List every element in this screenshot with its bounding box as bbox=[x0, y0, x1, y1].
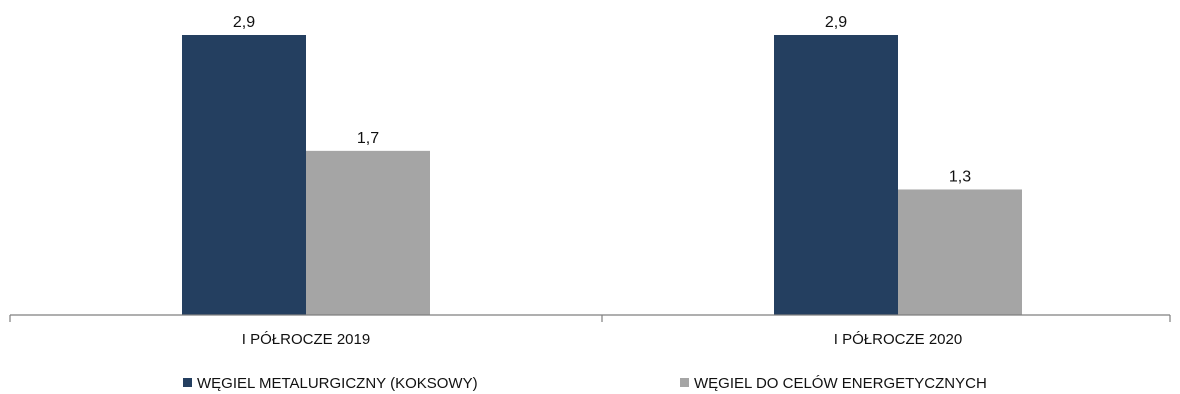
value-labels-layer: 2,9 2,9 1,7 1,3 bbox=[233, 14, 971, 185]
data-label-s1-c0: 1,7 bbox=[357, 130, 379, 147]
legend-swatch-0 bbox=[183, 378, 192, 387]
bar-s1-c1 bbox=[898, 189, 1022, 315]
x-tick-labels: I PÓŁROCZE 2019 I PÓŁROCZE 2020 bbox=[242, 331, 962, 348]
data-label-s1-c1: 1,3 bbox=[949, 168, 971, 185]
bar-s0-c1 bbox=[774, 35, 898, 315]
x-tick-label-1: I PÓŁROCZE 2020 bbox=[834, 331, 962, 348]
bars-layer bbox=[182, 35, 1022, 315]
bar-s1-c0 bbox=[306, 150, 430, 315]
data-label-s0-c0: 2,9 bbox=[233, 14, 255, 31]
bar-s0-c0 bbox=[182, 35, 306, 315]
data-label-s0-c1: 2,9 bbox=[825, 14, 847, 31]
legend-label-0: WĘGIEL METALURGICZNY (KOKSOWY) bbox=[197, 375, 478, 392]
legend-label-1: WĘGIEL DO CELÓW ENERGETYCZNYCH bbox=[694, 375, 987, 392]
x-axis bbox=[9, 314, 1171, 322]
legend-swatch-1 bbox=[680, 378, 689, 387]
x-tick-label-0: I PÓŁROCZE 2019 bbox=[242, 331, 370, 348]
legend: WĘGIEL METALURGICZNY (KOKSOWY) WĘGIEL DO … bbox=[183, 375, 987, 392]
